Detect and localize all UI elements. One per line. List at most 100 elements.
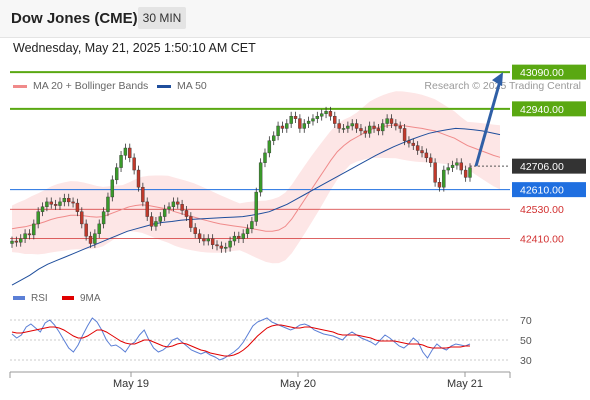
rsi-label: RSI [31,293,48,304]
timeframe-badge[interactable]: 30 MIN [138,7,186,29]
candle-body [75,202,80,212]
candle-body [110,179,115,198]
level-label-5: 42410.00 [520,234,564,246]
candle-body [189,216,193,228]
candle-body [389,118,394,124]
candle-body [224,246,228,249]
candle-body [293,115,298,119]
candle-body [171,201,176,207]
candle-body [232,235,237,242]
candle-body [58,201,62,206]
chart-datetime: Wednesday, May 21, 2025 1:50:10 AM CET [13,41,256,55]
candle-body [245,228,250,234]
candle-body [420,150,424,154]
candle-body [80,211,84,225]
candle-body [158,216,163,222]
rsi-tick-70: 70 [520,315,532,327]
candle-body [315,115,320,119]
level-label-box-0 [512,64,586,80]
candle-body [459,162,463,171]
level-label-1: 42940.00 [520,104,564,116]
candle-body [359,128,363,132]
candle-body [450,164,455,168]
candle-body [62,198,67,203]
candle-body [19,238,23,243]
rsi-tick-30: 30 [520,355,532,367]
candle-body [398,125,402,129]
candle-body [180,204,184,211]
ma20-label: MA 20 + Bollinger Bands [33,80,149,92]
candle-body [250,221,254,230]
candle-body [367,125,372,134]
candle-body [411,142,415,146]
candle-body [67,198,71,203]
candle-body [154,221,158,227]
candle-body [119,155,123,168]
candle-body [101,211,106,225]
level-label-box-2 [512,158,586,174]
level-label-2: 42706.00 [520,161,564,173]
candle-body [306,120,311,124]
candle-body [372,125,376,129]
candle-body [23,233,27,239]
ma20-swatch [13,84,27,88]
candle-body [49,201,53,205]
candle-body [149,216,154,227]
candle-body [84,223,88,237]
candle-body [337,123,341,129]
candle-body [88,235,93,244]
x-tick-label-1: May 20 [280,378,316,390]
candle-body [272,135,276,141]
candle-body [10,240,14,244]
candle-body [114,167,119,181]
candle-body [442,169,446,188]
candle-body [132,157,136,171]
candle-body [241,233,245,239]
candle-body [424,152,429,159]
candle-body [302,123,306,129]
legend-ma50: MA 50 [157,80,207,92]
candle-body [468,167,472,178]
candle-body [324,111,328,114]
candle-body [402,128,407,141]
candle-body [346,125,350,129]
legend-rsi: RSI [13,293,48,304]
candle-body [210,238,215,245]
ma20-line [11,124,501,232]
candle-body [71,201,75,204]
rsi-ma-label: 9MA [80,293,101,304]
candle-body [433,162,437,183]
rsi-tick-50: 50 [520,335,532,347]
candle-body [455,162,459,166]
x-tick-label-0: May 19 [113,378,149,390]
candle-body [206,238,210,242]
candle-body [258,162,263,193]
rsi-line [11,317,471,361]
rsi-ma-line [11,324,470,357]
candle-body [363,130,368,134]
candle-body [27,233,32,236]
chart-header: Dow Jones (CME) 30 MIN [0,0,590,38]
candle-body [184,210,189,217]
candle-body [32,223,36,236]
candle-body [202,238,206,242]
projection-arrow-head [492,72,503,87]
candle-body [14,240,19,243]
level-label-box-3 [512,182,586,198]
candle-body [176,201,180,205]
candle-body [350,123,354,127]
candle-body [407,140,411,144]
candle-body [429,157,433,163]
candle-body [123,147,128,156]
candle-body [394,123,398,127]
chart-credit: Research © 2025 Trading Central [424,80,581,92]
candle-body [219,245,224,249]
candle-body [128,147,132,159]
x-tick-label-2: May 21 [447,378,483,390]
candle-body [162,209,167,217]
candle-body [376,128,381,132]
candle-body [167,206,171,210]
candle-body [97,223,101,234]
ma50-label: MA 50 [177,80,207,92]
